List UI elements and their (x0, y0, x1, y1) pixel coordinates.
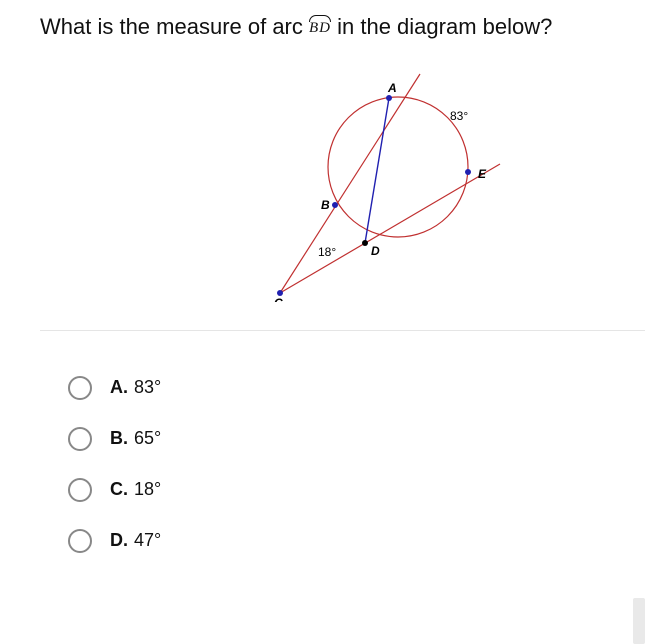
point-E (465, 169, 471, 175)
choice-A-letter: A. (110, 377, 128, 398)
point-C-label: C (274, 296, 283, 302)
point-E-label: E (478, 167, 487, 181)
choice-B[interactable]: B. 65° (68, 413, 161, 464)
choice-D-letter: D. (110, 530, 128, 551)
question-text: What is the measure of arc BD in the dia… (40, 14, 552, 40)
circle (328, 97, 468, 237)
radio-B[interactable] (68, 427, 92, 451)
choice-C-text: 18° (134, 479, 161, 500)
point-A-label: A (387, 81, 397, 95)
diagram-svg: A B C D E 83° 18° (260, 72, 520, 302)
point-B-label: B (321, 198, 330, 212)
radio-C[interactable] (68, 478, 92, 502)
choice-D[interactable]: D. 47° (68, 515, 161, 566)
diagram: A B C D E 83° 18° (260, 72, 520, 302)
question-prefix: What is the measure of arc (40, 14, 309, 39)
secant-line (280, 164, 500, 293)
tangent-line (280, 74, 420, 293)
choice-A-text: 83° (134, 377, 161, 398)
point-B (332, 202, 338, 208)
divider (40, 330, 645, 331)
choices: A. 83° B. 65° C. 18° D. 47° (68, 362, 161, 566)
choice-C-letter: C. (110, 479, 128, 500)
radio-D[interactable] (68, 529, 92, 553)
point-D-label: D (371, 244, 380, 258)
arc-symbol: BD (309, 20, 331, 37)
radio-A[interactable] (68, 376, 92, 400)
choice-D-text: 47° (134, 530, 161, 551)
chord-line (365, 98, 389, 243)
point-D (362, 240, 368, 246)
choice-C[interactable]: C. 18° (68, 464, 161, 515)
arc-AE-label: 83° (450, 109, 468, 123)
point-A (386, 95, 392, 101)
choice-B-letter: B. (110, 428, 128, 449)
page: What is the measure of arc BD in the dia… (0, 0, 645, 644)
angle-C-label: 18° (318, 245, 336, 259)
choice-A[interactable]: A. 83° (68, 362, 161, 413)
choice-B-text: 65° (134, 428, 161, 449)
question-suffix: in the diagram below? (337, 14, 552, 39)
scrollbar-thumb[interactable] (633, 598, 645, 644)
